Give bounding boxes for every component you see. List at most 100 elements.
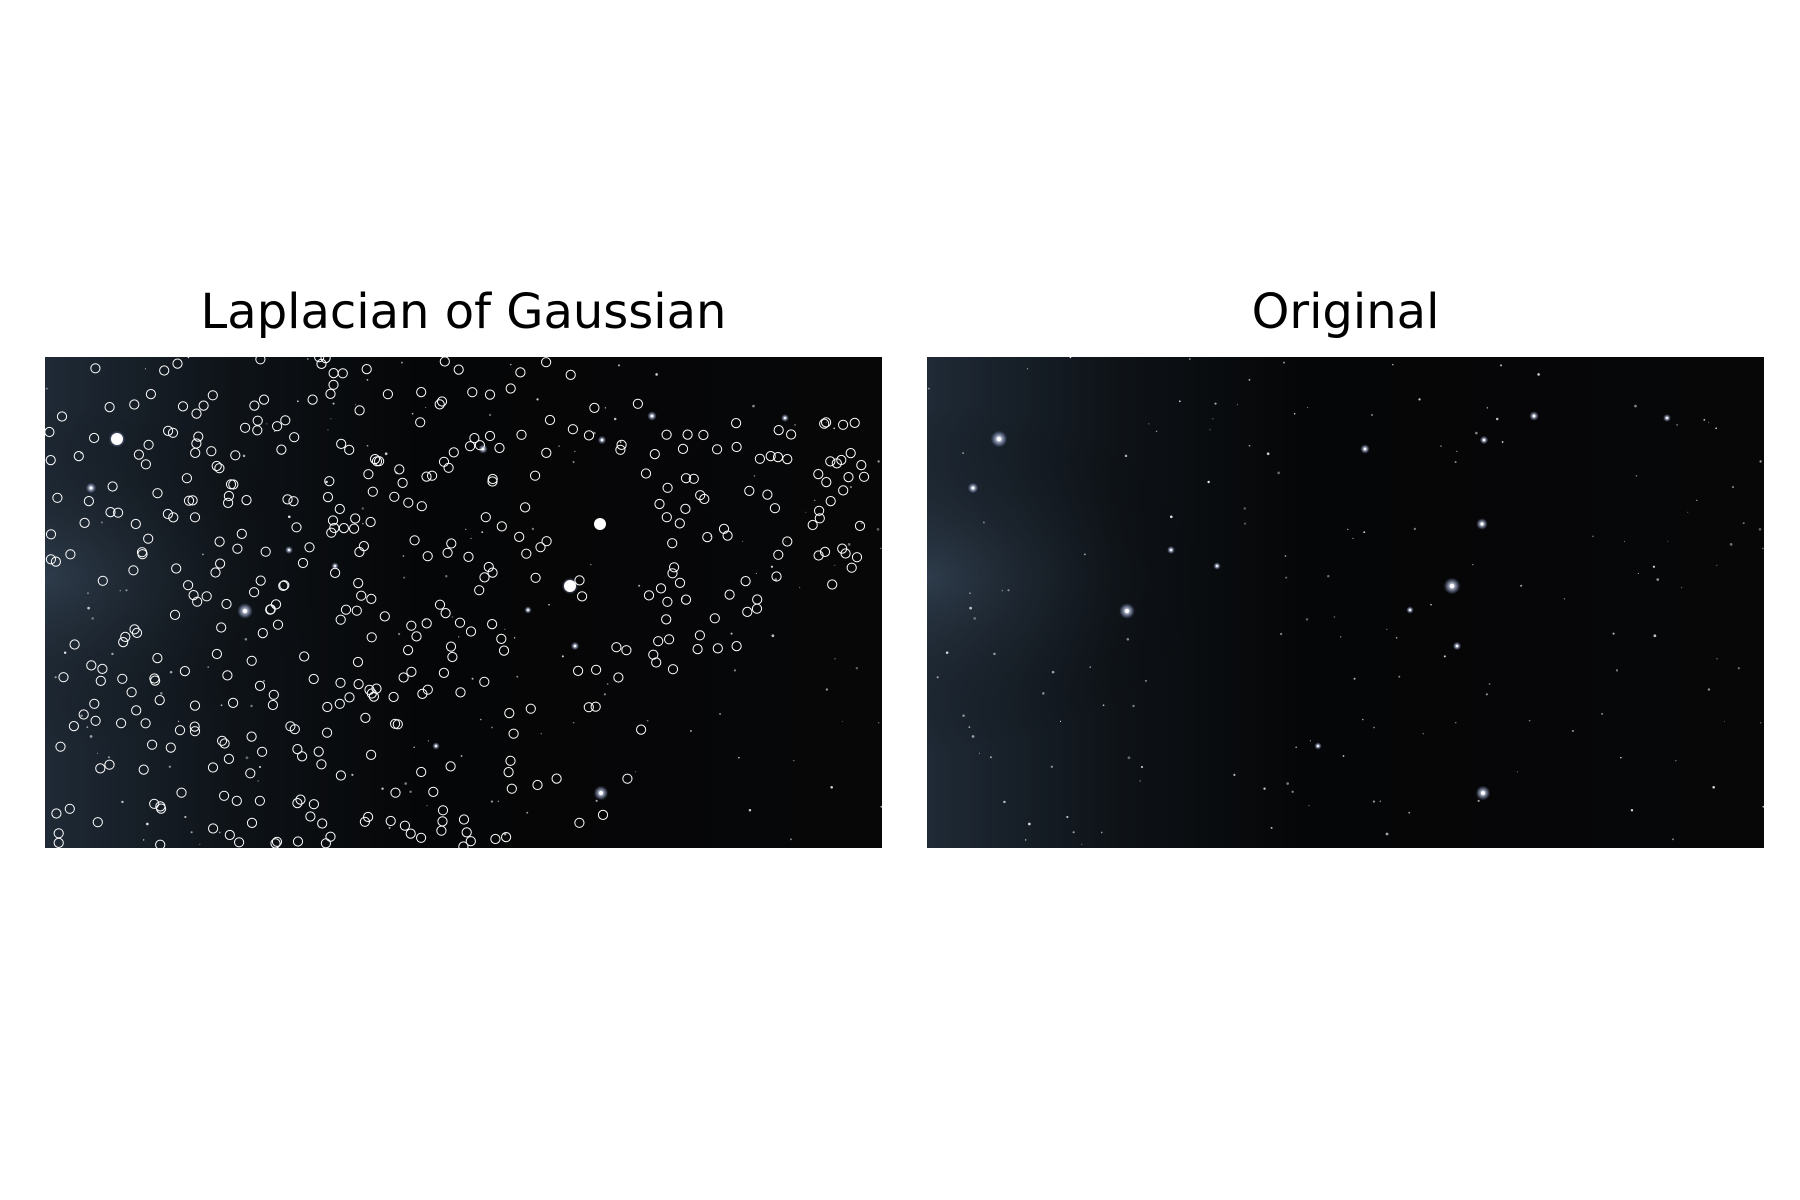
- blob-detection-circle: [349, 523, 360, 534]
- blob-detection-circle: [731, 441, 742, 453]
- blob-detection-circle: [246, 655, 257, 666]
- blob-detection-circle: [350, 513, 361, 524]
- blob-detection-circle: [328, 379, 339, 390]
- faint-star: [1440, 445, 1442, 447]
- blob-detection-circle: [292, 744, 303, 755]
- faint-star: [1279, 632, 1283, 636]
- faint-star: [1637, 572, 1639, 574]
- faint-star: [397, 632, 401, 636]
- blob-detection-circle: [95, 763, 106, 774]
- blob-detection-circle: [438, 667, 449, 678]
- blob-detection-circle: [118, 637, 129, 648]
- blob-detection-circle: [762, 489, 773, 500]
- faint-star: [738, 756, 740, 759]
- blob-detection-circle: [530, 470, 541, 481]
- faint-star: [606, 683, 609, 685]
- faint-star: [1731, 486, 1735, 489]
- blob-detection-circle: [152, 488, 163, 499]
- blob-detection-circle: [187, 495, 198, 506]
- faint-star: [1454, 721, 1457, 724]
- blob-detection-circle: [583, 702, 594, 713]
- faint-star: [1475, 431, 1478, 435]
- faint-star: [1243, 507, 1247, 510]
- blob-detection-circle: [680, 503, 691, 514]
- faint-star: [1571, 730, 1574, 732]
- blob-detection-circle: [292, 798, 303, 809]
- faint-star: [989, 756, 992, 759]
- blob-detection-circle: [465, 836, 476, 847]
- faint-star: [258, 765, 262, 769]
- blob-detection-circle: [825, 456, 836, 467]
- blob-detection-circle: [240, 422, 251, 433]
- blob-detection-circle: [167, 427, 179, 438]
- faint-star: [1178, 400, 1181, 403]
- faint-star: [287, 515, 291, 519]
- blob-detection-circle: [385, 815, 396, 827]
- blob-detection-circle: [742, 606, 753, 617]
- faint-star: [1277, 471, 1281, 475]
- blob-detection-circle: [255, 575, 266, 586]
- blob-detection-circle: [289, 432, 300, 443]
- blob-detection-circle: [183, 495, 195, 506]
- faint-star: [962, 714, 965, 717]
- blob-detection-circle: [621, 645, 632, 656]
- faint-star: [834, 564, 836, 566]
- blob-detection-circle: [445, 761, 456, 772]
- blob-detection-circle: [171, 563, 182, 574]
- faint-star: [1667, 540, 1669, 542]
- blob-detection-circle: [434, 599, 446, 610]
- blob-detection-circle: [846, 562, 857, 573]
- faint-star: [1295, 746, 1297, 749]
- blob-detection-circle: [313, 746, 324, 757]
- blob-detection-circle: [664, 634, 675, 645]
- blob-detection-circle: [405, 828, 416, 839]
- blob-detection-circle: [192, 596, 203, 607]
- faint-star: [366, 444, 369, 447]
- faint-star: [1762, 547, 1764, 550]
- blob-detection-circle: [389, 491, 400, 502]
- blob-detection-circle: [163, 425, 174, 437]
- blob-detection-circle: [503, 767, 514, 778]
- faint-star: [190, 831, 193, 834]
- faint-star: [655, 373, 658, 376]
- blob-detection-circle: [859, 471, 870, 482]
- blob-detection-circle: [573, 665, 584, 676]
- faint-star: [1042, 692, 1045, 695]
- faint-star: [880, 805, 882, 808]
- blob-detection-circle: [155, 839, 166, 848]
- faint-star: [1026, 368, 1029, 370]
- blob-detection-circle: [415, 417, 426, 428]
- faint-star: [880, 547, 882, 550]
- faint-star: [971, 735, 975, 738]
- blob-detection-circle: [854, 520, 866, 531]
- faint-star: [590, 563, 592, 566]
- blob-detection-circle: [129, 399, 140, 410]
- blob-detection-circle: [128, 565, 139, 576]
- blob-detection-circle: [249, 400, 260, 411]
- blob-detection-circle: [484, 430, 496, 442]
- blob-detection-circle: [189, 512, 201, 523]
- blob-detection-circle: [162, 508, 174, 520]
- blob-detection-circle: [285, 721, 296, 732]
- faint-star: [774, 578, 778, 581]
- faint-star: [490, 800, 493, 803]
- faint-star: [86, 726, 89, 728]
- blob-detection-circle: [254, 680, 266, 691]
- blob-detection-circle: [214, 463, 225, 474]
- faint-star: [973, 617, 977, 620]
- blob-detection-circle: [107, 481, 118, 492]
- blob-detection-circle: [58, 672, 69, 683]
- blob-detection-circle: [207, 762, 219, 773]
- blob-detection-circle: [535, 542, 546, 553]
- faint-star: [1327, 575, 1330, 578]
- blob-detection-circle: [50, 556, 61, 567]
- faint-star: [330, 418, 332, 420]
- blob-detection-circle: [422, 551, 433, 562]
- bright-star: [1449, 583, 1455, 589]
- blob-detection-circle: [416, 386, 427, 398]
- faint-star: [1395, 637, 1398, 639]
- blob-detection-circle: [308, 799, 319, 810]
- blob-detection-circle: [214, 536, 225, 547]
- blob-detection-circle: [327, 515, 339, 526]
- left-panel-title: Laplacian of Gaussian: [200, 284, 727, 340]
